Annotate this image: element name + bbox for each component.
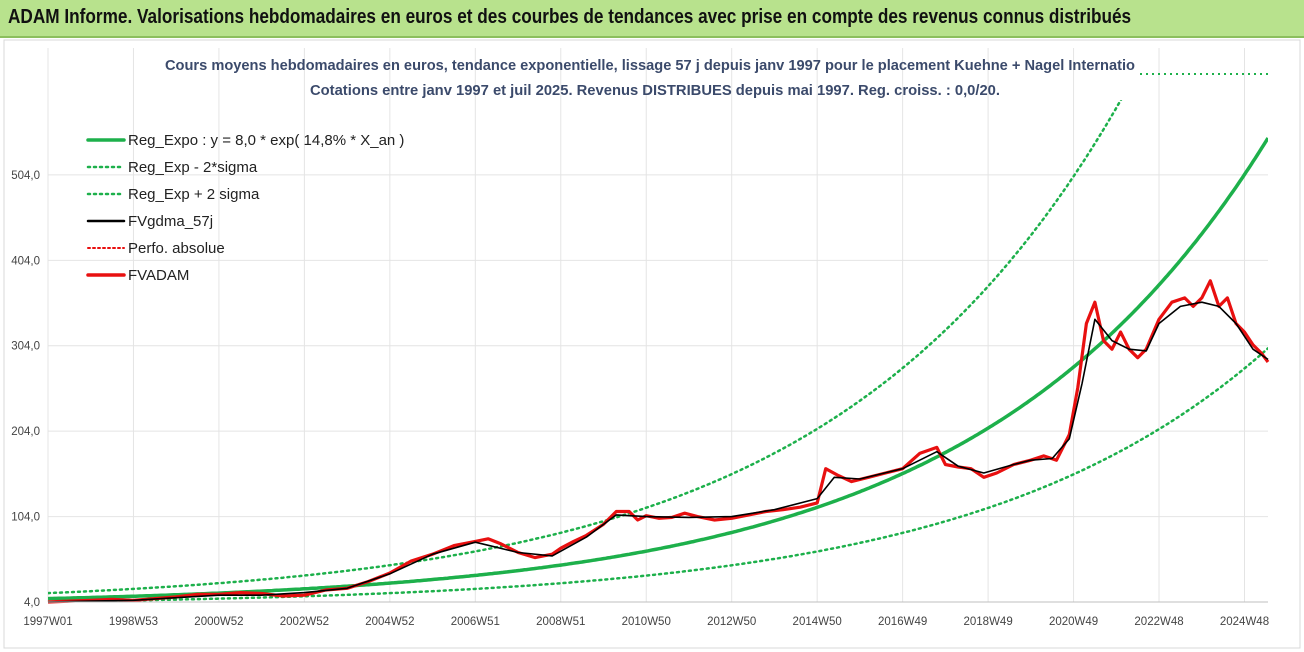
x-tick-label: 2002W52 (280, 616, 329, 628)
y-axis-labels: 4,0 104,0 204,0 304,0 404,0 504,0 (11, 170, 40, 609)
fvgdma-line (47, 301, 1269, 603)
band-high-line (48, 100, 1123, 595)
title-banner: ADAM Informe. Valorisations hebdomadaire… (0, 0, 1304, 38)
y-tick-label: 4,0 (24, 597, 40, 609)
legend-label-reg: Reg_Expo : y = 8,0 * exp( 14,8% * X_an ) (128, 132, 404, 149)
x-tick-label: 2000W52 (194, 616, 243, 628)
legend-label-low: Reg_Exp - 2*sigma (128, 159, 258, 176)
x-tick-label: 2004W52 (365, 616, 414, 628)
x-tick-label: 2018W49 (963, 616, 1012, 628)
x-tick-label: 2008W51 (536, 616, 585, 628)
x-tick-label: 2010W50 (622, 616, 671, 628)
x-tick-label: 2020W49 (1049, 616, 1098, 628)
chart-title: Cours moyens hebdomadaires en euros, ten… (165, 58, 1135, 74)
legend-label-high: Reg_Exp + 2 sigma (128, 186, 260, 203)
x-axis-labels: 1997W01 1998W53 2000W52 2002W52 2004W52 2006W… (23, 616, 1269, 628)
legend-label-fvg: FVgdma_57j (128, 213, 213, 230)
legend: Reg_Expo : y = 8,0 * exp( 14,8% * X_an )… (86, 132, 404, 284)
banner-title: ADAM Informe. Valorisations hebdomadaire… (8, 6, 1132, 28)
x-tick-label: 2006W51 (451, 616, 500, 628)
band-low-line (48, 347, 1268, 603)
x-tick-label: 1998W53 (109, 616, 158, 628)
y-tick-label: 404,0 (11, 255, 40, 267)
x-tick-label: 1997W01 (23, 616, 72, 628)
series-layer (47, 73, 1270, 604)
x-tick-label: 2012W50 (707, 616, 756, 628)
vertical-grid (47, 48, 1245, 602)
x-tick-label: 2024W48 (1220, 616, 1269, 628)
x-tick-label: 2016W49 (878, 616, 927, 628)
y-tick-label: 104,0 (11, 512, 40, 524)
y-tick-label: 304,0 (11, 341, 40, 353)
legend-label-perf: Perfo. absolue (128, 240, 225, 257)
y-tick-label: 204,0 (11, 426, 40, 438)
y-tick-label: 504,0 (11, 170, 40, 182)
chart-subtitle: Cotations entre janv 1997 et juil 2025. … (310, 83, 1000, 99)
chart-area: Cours moyens hebdomadaires en euros, ten… (0, 38, 1304, 652)
x-tick-label: 2022W48 (1134, 616, 1183, 628)
legend-label-fvadam: FVADAM (128, 267, 189, 284)
x-tick-label: 2014W50 (793, 616, 842, 628)
